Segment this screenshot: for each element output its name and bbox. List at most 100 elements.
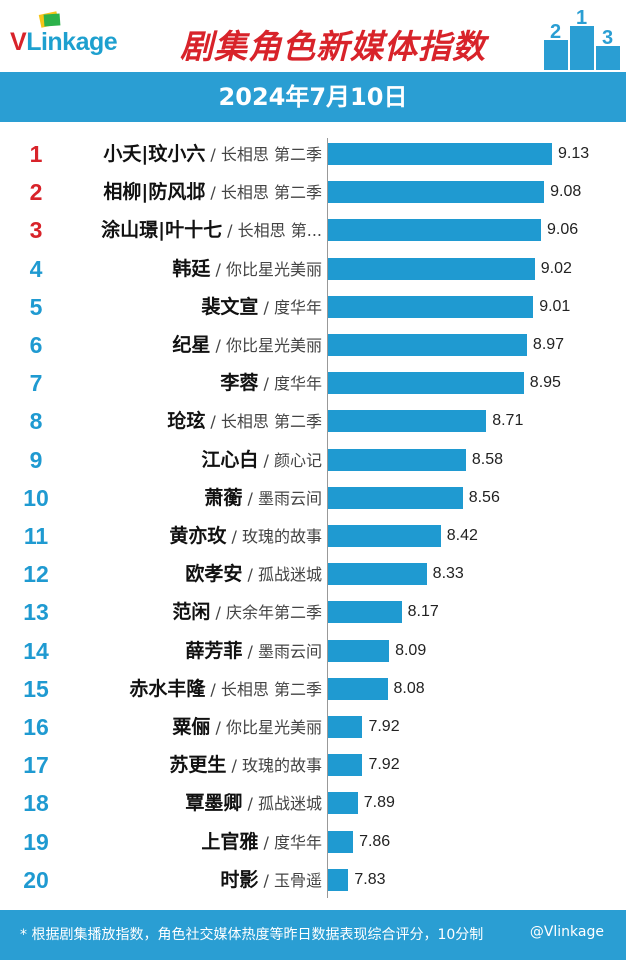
bar <box>328 372 524 395</box>
separator: / <box>258 450 274 470</box>
separator: / <box>210 603 226 623</box>
role-name: 玱玹 <box>167 410 206 433</box>
logo-text-v: V <box>10 28 27 56</box>
bar <box>328 486 463 509</box>
show-name: 度华年 <box>273 297 322 317</box>
show-name: 玫瑰的故事 <box>241 756 322 776</box>
rank-number: 2 <box>29 179 43 206</box>
role-name: 覃墨卿 <box>185 792 243 815</box>
category-label: 欧孝安 / 孤战迷城 <box>185 555 322 593</box>
category-label: 粟俪 / 你比星光美丽 <box>172 708 322 746</box>
bar <box>328 677 388 700</box>
bar <box>328 830 354 853</box>
rank-number: 8 <box>29 408 43 435</box>
role-name: 欧孝安 <box>185 563 243 586</box>
footer: * 根据剧集播放指数，角色社交媒体热度等昨日数据表现综合评分，10分制 @Vli… <box>0 910 626 960</box>
separator: / <box>205 412 221 432</box>
category-label: 上官雅 / 度华年 <box>201 823 322 861</box>
role-name: 纪星 <box>172 334 211 356</box>
chart-row: 7 李蓉 / 度华年 8.95 <box>0 364 626 402</box>
logo-icon <box>38 11 61 28</box>
header: VLinkage 剧集角色新媒体指数 2 1 3 <box>0 0 626 72</box>
category-label: 薛芳菲 / 墨雨云间 <box>185 632 322 670</box>
bar <box>328 334 527 356</box>
show-name: 度华年 <box>273 832 322 852</box>
show-name: 孤战迷城 <box>257 565 322 585</box>
chart-row: 5 裴文宣 / 度华年 9.01 <box>0 288 626 326</box>
separator: / <box>210 259 226 279</box>
data-label: 8.56 <box>468 488 500 506</box>
category-label: 覃墨卿 / 孤战迷城 <box>185 784 322 822</box>
chart-row: 10 萧蘅 / 墨雨云间 8.56 <box>0 479 626 517</box>
chart-row: 14 薛芳菲 / 墨雨云间 8.09 <box>0 632 626 670</box>
bar <box>328 525 441 547</box>
axis-line <box>327 138 328 898</box>
rank-number: 19 <box>23 828 49 855</box>
rank-number: 13 <box>23 599 49 626</box>
data-label: 7.86 <box>359 832 391 850</box>
role-name: 范闲 <box>172 601 211 624</box>
bar <box>328 868 349 891</box>
data-label: 8.58 <box>471 450 503 468</box>
date-banner: 2024年7月10日 <box>0 72 626 122</box>
category-label: 黄亦玫 / 玫瑰的故事 <box>169 517 322 555</box>
category-label: 时影 / 玉骨遥 <box>220 861 322 899</box>
show-name: 长相思 第二季 <box>220 145 322 164</box>
data-label: 8.33 <box>432 565 464 583</box>
role-name: 黄亦玫 <box>169 525 227 547</box>
show-name: 玫瑰的故事 <box>241 527 322 546</box>
category-label: 江心白 / 颜心记 <box>201 441 322 479</box>
separator: / <box>258 297 274 317</box>
separator: / <box>242 794 258 814</box>
role-name: 涂山璟|叶十七 <box>101 219 223 242</box>
bar <box>328 792 358 815</box>
show-name: 孤战迷城 <box>257 794 322 814</box>
separator: / <box>222 221 238 241</box>
chart-row: 2 相柳|防风邶 / 长相思 第二季 9.08 <box>0 173 626 211</box>
rank-number: 1 <box>29 141 43 167</box>
svg-text:2: 2 <box>550 21 561 43</box>
chart-row: 6 纪星 / 你比星光美丽 8.97 <box>0 326 626 364</box>
data-label: 9.01 <box>539 297 571 315</box>
show-name: 玉骨遥 <box>273 870 322 890</box>
chart-row: 19 上官雅 / 度华年 7.86 <box>0 823 626 861</box>
chart-row: 18 覃墨卿 / 孤战迷城 7.89 <box>0 784 626 822</box>
rank-number: 18 <box>23 790 49 817</box>
role-name: 赤水丰隆 <box>129 677 206 700</box>
show-name: 长相思 第... <box>237 221 322 241</box>
data-label: 8.71 <box>492 412 524 430</box>
category-label: 玱玹 / 长相思 第二季 <box>167 402 322 440</box>
separator: / <box>205 679 221 699</box>
data-label: 8.09 <box>395 641 427 659</box>
role-name: 薛芳菲 <box>185 639 243 662</box>
chart-row: 13 范闲 / 庆余年第二季 8.17 <box>0 593 626 631</box>
separator: / <box>205 145 221 164</box>
data-label: 7.83 <box>354 870 386 888</box>
separator: / <box>210 336 226 355</box>
category-label: 小夭|玟小六 / 长相思 第二季 <box>103 135 322 173</box>
show-name: 度华年 <box>273 374 322 394</box>
data-label: 8.42 <box>446 527 478 544</box>
separator: / <box>210 718 226 737</box>
category-label: 纪星 / 你比星光美丽 <box>172 326 322 364</box>
separator: / <box>258 374 274 394</box>
chart-row: 4 韩廷 / 你比星光美丽 9.02 <box>0 250 626 288</box>
chart-row: 20 时影 / 玉骨遥 7.83 <box>0 861 626 899</box>
watermark: @Vlinkage <box>529 924 604 940</box>
role-name: 小夭|玟小六 <box>103 143 206 165</box>
role-name: 裴文宣 <box>201 295 259 318</box>
podium-icon: 2 1 3 <box>544 8 620 70</box>
chart-row: 12 欧孝安 / 孤战迷城 8.33 <box>0 555 626 593</box>
bar <box>328 181 545 204</box>
bar <box>328 601 402 624</box>
rank-number: 9 <box>29 446 43 473</box>
svg-text:3: 3 <box>602 27 613 49</box>
chart-row: 17 苏更生 / 玫瑰的故事 7.92 <box>0 746 626 784</box>
role-name: 相柳|防风邶 <box>103 181 206 204</box>
logo-text-rest: Linkage <box>26 28 118 56</box>
bar <box>328 410 487 433</box>
data-label: 9.08 <box>550 183 582 201</box>
category-label: 赤水丰隆 / 长相思 第二季 <box>129 670 322 708</box>
category-label: 范闲 / 庆余年第二季 <box>172 593 322 631</box>
show-name: 长相思 第二季 <box>220 679 322 699</box>
